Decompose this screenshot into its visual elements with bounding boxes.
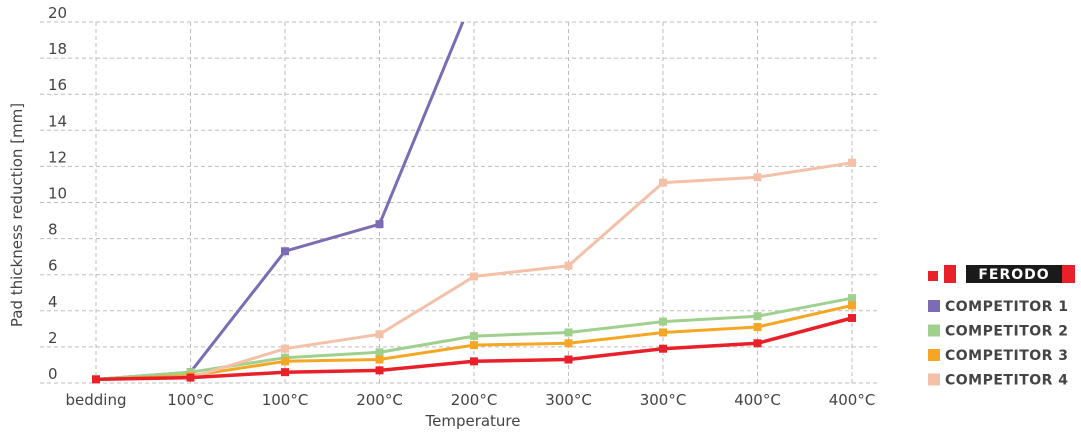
data-point [281, 357, 289, 366]
legend-swatch [928, 373, 940, 386]
data-point [753, 323, 762, 332]
y-tick-label: 16 [48, 76, 67, 94]
data-point [564, 261, 573, 270]
x-tick-label: 100°C [167, 391, 214, 409]
data-point [375, 355, 384, 364]
y-axis-title: Pad thickness reduction [mm] [8, 103, 26, 327]
series-lines [95, 22, 853, 382]
y-tick-label: 20 [48, 4, 67, 22]
data-point [659, 344, 667, 353]
x-tick-label: 300°C [545, 391, 592, 409]
data-point [470, 272, 478, 281]
data-point [848, 158, 856, 167]
data-point [375, 330, 384, 339]
y-tick-label: 14 [48, 112, 67, 130]
x-axis-title: Temperature [424, 412, 520, 430]
data-point [375, 348, 384, 357]
legend: FERODO COMPETITOR 1 COMPETITOR 2 COMPETITOR… [928, 265, 1075, 389]
series-markers [92, 158, 856, 384]
y-tick-label: 0 [48, 365, 58, 383]
data-point [470, 357, 478, 366]
data-point [470, 341, 478, 350]
x-axis-ticks: bedding 100°C 100°C 200°C 200°C 300°C 300°C 400… [66, 391, 876, 409]
legend-swatch [928, 271, 938, 281]
x-tick-label: bedding [66, 391, 127, 409]
data-point [848, 294, 856, 303]
data-point [848, 301, 856, 310]
x-tick-label: 200°C [451, 391, 498, 409]
data-point [659, 317, 667, 326]
legend-label: COMPETITOR 3 [945, 348, 1069, 364]
legend-swatch [928, 300, 940, 312]
data-point [186, 373, 195, 382]
legend-swatch [928, 324, 940, 337]
legend-label: COMPETITOR 2 [945, 324, 1069, 340]
y-axis-ticks: 0 2 4 6 8 10 12 14 16 18 20 [48, 4, 67, 383]
data-point [375, 366, 384, 375]
data-point [281, 344, 289, 353]
data-point [753, 312, 762, 321]
legend-swatch [928, 349, 940, 361]
y-tick-label: 18 [48, 40, 67, 58]
x-tick-label: 200°C [356, 391, 403, 409]
data-point [564, 339, 573, 348]
data-point [375, 220, 384, 229]
ferodo-logo-left [944, 265, 956, 283]
y-tick-label: 10 [48, 185, 67, 203]
data-point [281, 368, 289, 377]
x-tick-label: 100°C [262, 391, 309, 409]
data-point [470, 332, 478, 341]
legend-label: COMPETITOR 1 [945, 299, 1069, 315]
x-tick-label: 400°C [829, 391, 876, 409]
data-point [753, 339, 762, 348]
y-tick-label: 12 [48, 148, 67, 166]
y-tick-label: 6 [48, 257, 58, 275]
legend-label: COMPETITOR 4 [945, 373, 1069, 389]
ferodo-logo: FERODO [978, 267, 1049, 283]
grid-lines [40, 21, 878, 384]
data-point [659, 328, 667, 337]
data-point [564, 328, 573, 337]
y-tick-label: 4 [48, 293, 58, 311]
series-line [95, 22, 465, 381]
ferodo-logo-bar [966, 265, 1062, 283]
x-tick-label: 400°C [734, 391, 781, 409]
ferodo-logo-right [1062, 265, 1075, 283]
data-point [659, 178, 667, 187]
data-point [92, 375, 100, 384]
data-point [564, 355, 573, 364]
data-point [848, 314, 856, 323]
y-tick-label: 8 [48, 221, 58, 239]
x-tick-label: 300°C [640, 391, 687, 409]
data-point [753, 173, 762, 182]
y-tick-label: 2 [48, 329, 58, 347]
data-point [281, 247, 289, 256]
